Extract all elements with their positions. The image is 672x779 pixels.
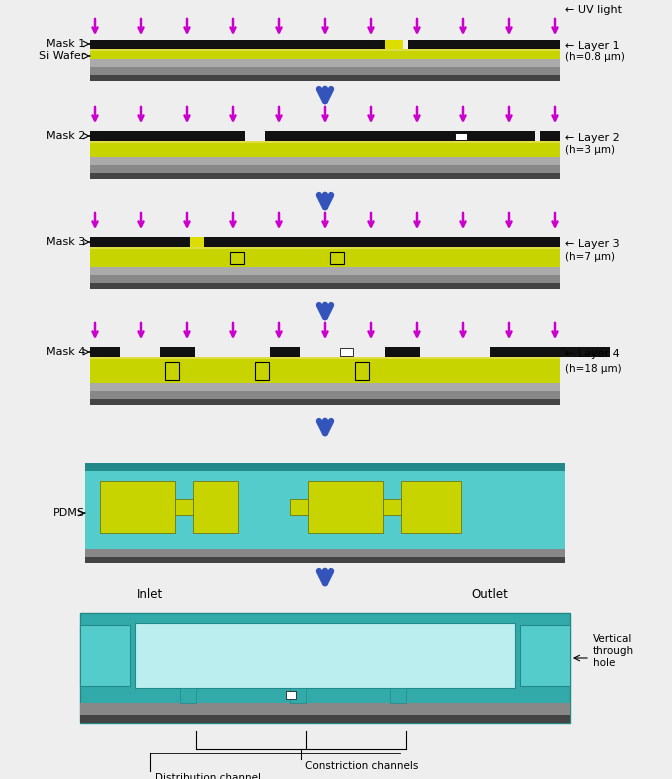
Bar [90,131,245,141]
Bar [90,75,560,81]
Bar [90,40,385,49]
Text: ← Layer 4: ← Layer 4 [565,349,620,359]
Bar [190,237,204,247]
Bar [90,237,190,247]
Text: (h=0.8 μm): (h=0.8 μm) [565,52,625,62]
Bar [90,67,560,75]
Text: Mask 1: Mask 1 [46,39,85,49]
Bar [520,347,555,357]
Bar [85,557,565,563]
Bar [330,252,344,264]
Text: Mask 4: Mask 4 [46,347,85,357]
Bar [90,275,560,283]
Bar [265,131,535,141]
Bar [355,362,369,380]
Bar [290,499,308,515]
Bar [90,59,560,67]
Bar [385,347,420,357]
Bar [90,383,560,391]
Text: Mask 2: Mask 2 [46,131,85,141]
Bar [270,347,300,357]
Bar [100,481,175,533]
Bar [90,247,560,249]
Bar [408,40,560,49]
Text: Vertical
through
hole: Vertical through hole [593,634,634,668]
Bar [540,131,560,141]
Bar [90,157,560,165]
Text: ← Layer 3: ← Layer 3 [565,239,620,249]
Bar [90,141,560,157]
Bar [180,688,196,703]
Bar [286,691,296,699]
Bar [85,471,565,549]
Bar [90,357,560,383]
Bar [85,549,565,557]
Text: Inlet: Inlet [137,588,163,601]
Bar [90,141,560,143]
Bar [204,237,560,247]
Bar [385,40,403,49]
Bar [165,362,179,380]
Text: Mask 3: Mask 3 [46,237,85,247]
Bar [90,399,560,405]
Bar [90,173,560,179]
Bar [90,49,560,59]
Bar [383,499,401,515]
Text: ← Layer 2: ← Layer 2 [565,133,620,143]
Bar [90,357,560,359]
Bar [90,283,560,289]
Bar [80,703,570,715]
Bar [90,267,560,275]
Bar [455,133,467,140]
Bar [90,247,560,267]
Bar [135,623,515,688]
Bar [85,463,565,471]
Bar [290,688,306,703]
Bar [90,49,560,51]
Bar [340,348,353,356]
Text: Distribution channel: Distribution channel [155,773,261,779]
Bar [555,347,610,357]
Bar [90,391,560,399]
Text: (h=7 μm): (h=7 μm) [565,252,615,262]
Bar [520,625,570,686]
Bar [193,481,238,533]
Text: Outlet: Outlet [472,588,509,601]
Bar [80,613,570,723]
Bar [80,715,570,723]
Text: (h=18 μm): (h=18 μm) [565,364,622,374]
Bar [308,481,383,533]
Bar [230,252,244,264]
Bar [401,481,461,533]
Bar [80,625,130,686]
Text: ← Layer 1: ← Layer 1 [565,41,620,51]
Bar [90,347,120,357]
Bar [255,362,269,380]
Text: PDMS: PDMS [53,508,85,518]
Text: Si Wafer: Si Wafer [38,51,85,61]
Text: ← UV light: ← UV light [565,5,622,15]
Bar [160,347,195,357]
Bar [90,165,560,173]
Bar [390,688,406,703]
Text: (h=3 μm): (h=3 μm) [565,145,615,155]
Bar [490,347,520,357]
Bar [175,499,193,515]
Text: Constriction channels: Constriction channels [305,761,419,771]
